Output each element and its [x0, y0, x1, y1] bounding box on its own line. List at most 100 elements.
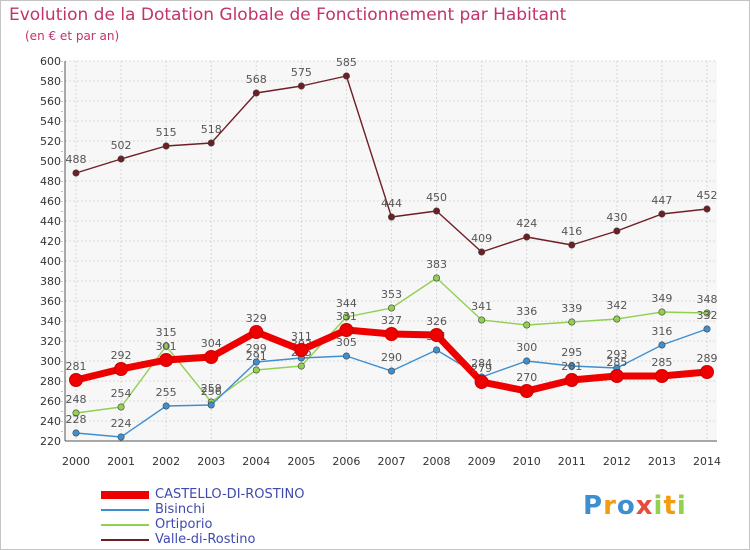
- data-point: [114, 362, 129, 376]
- x-tick-label: 2014: [693, 455, 721, 468]
- y-tick-label: 460: [40, 195, 61, 208]
- data-point: [342, 72, 350, 80]
- y-tick-label: 480: [40, 175, 61, 188]
- data-label: 409: [471, 232, 492, 245]
- data-point: [568, 318, 576, 326]
- data-label: 295: [561, 346, 582, 359]
- data-label: 332: [697, 309, 718, 322]
- data-label: 452: [697, 189, 718, 202]
- data-point: [162, 402, 170, 410]
- data-label: 349: [651, 292, 672, 305]
- data-label: 326: [426, 315, 447, 328]
- data-point: [117, 433, 125, 441]
- x-tick-label: 2009: [468, 455, 496, 468]
- y-tick-label: 300: [40, 355, 61, 368]
- data-label: 270: [516, 371, 537, 384]
- data-point: [387, 213, 395, 221]
- data-label: 518: [201, 123, 222, 136]
- logo-letter: P: [583, 491, 604, 521]
- data-point: [429, 328, 444, 342]
- proxiti-logo: Proxiti: [583, 491, 687, 521]
- data-point: [658, 210, 666, 218]
- data-label: 289: [697, 352, 718, 365]
- data-label: 316: [651, 325, 672, 338]
- data-point: [433, 207, 441, 215]
- data-point: [207, 139, 215, 147]
- legend-swatch-ortiporio: [101, 523, 149, 526]
- data-label: 450: [426, 191, 447, 204]
- data-point: [342, 313, 350, 321]
- data-point: [69, 373, 83, 387]
- data-label: 285: [651, 356, 672, 369]
- data-point: [703, 205, 711, 213]
- x-tick-label: 2001: [107, 455, 135, 468]
- logo-letter: o: [616, 491, 636, 521]
- data-point: [162, 342, 170, 350]
- data-label: 331: [336, 310, 357, 323]
- data-label: 585: [336, 56, 357, 69]
- x-tick-label: 2012: [603, 455, 631, 468]
- logo-letter: i: [653, 491, 664, 521]
- data-point: [72, 169, 80, 177]
- data-point: [204, 350, 219, 364]
- data-label: 300: [516, 341, 537, 354]
- data-label: 292: [111, 349, 132, 362]
- data-label: 248: [66, 393, 87, 406]
- y-tick-label: 220: [40, 435, 61, 448]
- data-label: 339: [561, 302, 582, 315]
- data-label: 329: [246, 312, 267, 325]
- data-label: 285: [606, 356, 627, 369]
- data-point: [523, 233, 531, 241]
- data-label: 281: [66, 360, 87, 373]
- data-label: 293: [606, 348, 627, 361]
- y-tick-label: 540: [40, 115, 61, 128]
- legend-item-castello: CASTELLO-DI-ROSTINO: [101, 487, 304, 502]
- data-label: 279: [471, 362, 492, 375]
- data-point: [609, 369, 624, 383]
- data-point: [700, 365, 714, 379]
- data-point: [252, 89, 260, 97]
- data-point: [207, 401, 215, 409]
- legend: CASTELLO-DI-ROSTINO Bisinchi Ortiporio V…: [101, 487, 304, 547]
- data-point: [658, 308, 666, 316]
- legend-label-valle: Valle-di-Rostino: [155, 532, 256, 547]
- data-point: [568, 362, 576, 370]
- data-point: [568, 241, 576, 249]
- x-tick-label: 2003: [197, 455, 225, 468]
- data-point: [117, 403, 125, 411]
- data-point: [478, 316, 486, 324]
- x-tick-label: 2004: [242, 455, 270, 468]
- data-label: 344: [336, 297, 357, 310]
- y-tick-label: 340: [40, 315, 61, 328]
- legend-item-valle: Valle-di-Rostino: [101, 532, 304, 547]
- data-label: 488: [66, 153, 87, 166]
- data-point: [703, 309, 711, 317]
- logo-letter: x: [635, 491, 654, 521]
- data-point: [72, 429, 80, 437]
- data-label: 304: [201, 337, 222, 350]
- data-label: 447: [651, 194, 672, 207]
- data-label: 254: [111, 387, 132, 400]
- data-label: 311: [291, 330, 312, 343]
- data-point: [474, 375, 489, 389]
- data-label: 291: [246, 350, 267, 363]
- data-label: 305: [336, 336, 357, 349]
- y-tick-label: 400: [40, 255, 61, 268]
- data-point: [159, 353, 174, 367]
- x-tick-label: 2011: [558, 455, 586, 468]
- data-label: 299: [246, 342, 267, 355]
- data-label: 256: [201, 385, 222, 398]
- data-point: [703, 325, 711, 333]
- data-point: [249, 325, 264, 339]
- y-tick-label: 260: [40, 395, 61, 408]
- x-tick-label: 2000: [62, 455, 90, 468]
- data-label: 424: [516, 217, 537, 230]
- data-point: [339, 323, 354, 337]
- data-point: [252, 366, 260, 374]
- data-label: 568: [246, 73, 267, 86]
- data-point: [384, 327, 399, 341]
- data-point: [654, 369, 669, 383]
- y-tick-label: 600: [40, 55, 61, 68]
